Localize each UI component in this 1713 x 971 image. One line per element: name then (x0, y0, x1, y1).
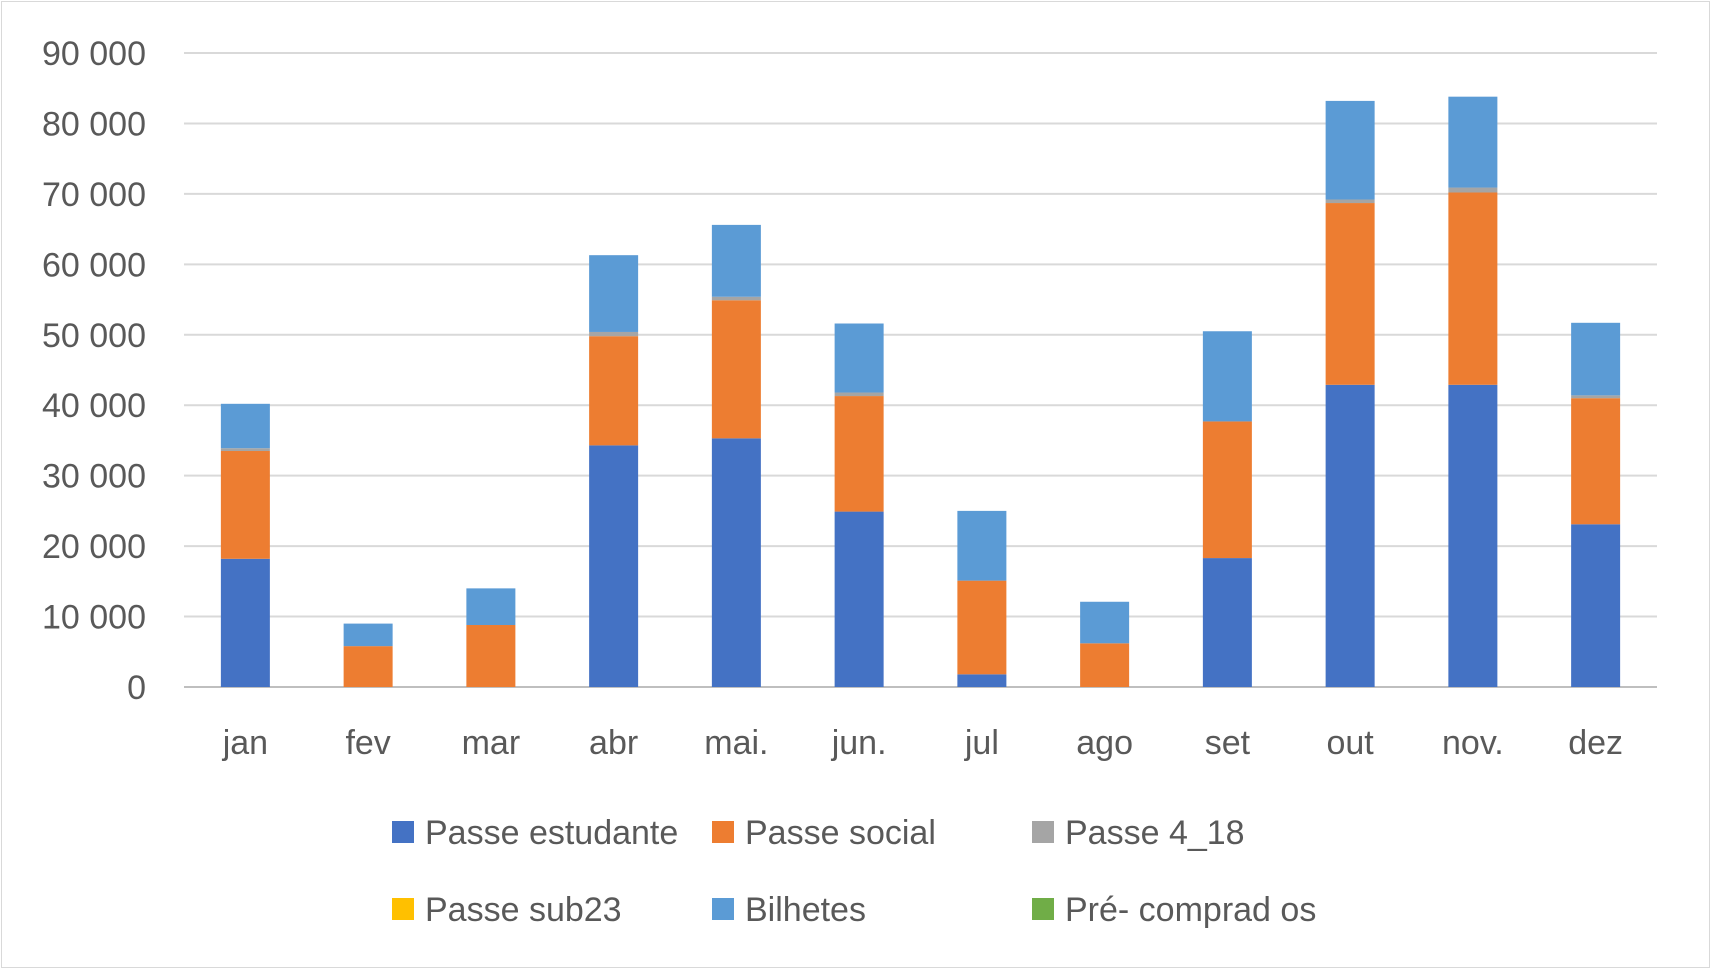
bar-segment (711, 296, 761, 301)
y-tick-label: 60 000 (42, 246, 146, 284)
bar-segment (1325, 100, 1375, 200)
bar-segment (1325, 199, 1375, 204)
bar-segment (466, 588, 516, 626)
legend-label: Pré- comprad os (1065, 891, 1316, 929)
bar-segment (1571, 398, 1621, 525)
bar-segment (1448, 192, 1498, 385)
legend-swatch (392, 898, 414, 920)
bar-segment (1448, 187, 1498, 193)
y-tick-label: 50 000 (42, 317, 146, 355)
x-tick-label: fev (345, 724, 390, 762)
legend-item: Passe 4_18 (1032, 814, 1245, 852)
legend-label: Passe estudante (425, 814, 678, 852)
bar-segment (220, 448, 270, 452)
bar-segment (1202, 558, 1252, 687)
y-axis: 0 10 000 20 000 30 000 40 000 50 000 60 000 70 … (42, 35, 146, 707)
bar-segment (220, 558, 270, 687)
x-tick-label: mai. (704, 724, 768, 762)
bar-segment (957, 674, 1007, 687)
bar-segment (1325, 384, 1375, 687)
y-tick-label: 20 000 (42, 528, 146, 566)
gridlines (184, 52, 1657, 688)
x-tick-label: mar (462, 724, 521, 762)
legend-item: Passe social (712, 814, 936, 852)
bar-segment (1325, 203, 1375, 385)
x-axis: jan fev mar abr mai. jun. jul ago set out nov. dez (222, 724, 1623, 762)
y-tick-label: 10 000 (42, 599, 146, 637)
bar-segment (1571, 524, 1621, 687)
bar-segment (1080, 643, 1130, 687)
legend-swatch (712, 898, 734, 920)
legend-swatch (392, 821, 414, 843)
bar-segment (343, 623, 393, 647)
bar-segment (1202, 331, 1252, 422)
legend-label: Passe sub23 (425, 891, 622, 929)
legend-item: Passe sub23 (392, 891, 622, 929)
bar-segment (957, 580, 1007, 675)
bar-segment (589, 336, 639, 446)
bar-segment (711, 438, 761, 687)
bar-segment (1448, 384, 1498, 687)
x-tick-label: nov. (1442, 724, 1504, 762)
x-tick-label: ago (1076, 724, 1133, 762)
bar-segment (834, 323, 884, 393)
bar-segment (1202, 421, 1252, 559)
bar-segment (343, 646, 393, 687)
legend-item: Pré- comprad os (1032, 891, 1316, 929)
x-tick-label: abr (589, 724, 638, 762)
bar-segment (1571, 395, 1621, 399)
bar-segment (834, 511, 884, 687)
x-tick-label: jun. (831, 724, 887, 762)
y-tick-label: 70 000 (42, 176, 146, 214)
y-tick-label: 90 000 (42, 35, 146, 73)
y-tick-label: 80 000 (42, 105, 146, 143)
bar-segment (466, 625, 516, 687)
bar-segment (589, 255, 639, 332)
bar-segment (957, 510, 1007, 581)
legend-swatch (1032, 821, 1054, 843)
legend-label: Passe social (745, 814, 936, 852)
bar-segment (589, 445, 639, 687)
bar-segment (589, 331, 639, 337)
y-tick-label: 30 000 (42, 458, 146, 496)
x-tick-label: out (1326, 724, 1374, 762)
x-tick-label: set (1205, 724, 1251, 762)
x-tick-label: jul (964, 724, 999, 762)
bar-segment (220, 403, 270, 449)
bar-segment (834, 396, 884, 512)
legend-item: Bilhetes (712, 891, 866, 929)
legend-swatch (1032, 898, 1054, 920)
bar-segment (711, 224, 761, 297)
legend-label: Bilhetes (745, 891, 866, 929)
legend-item: Passe estudante (392, 814, 678, 852)
y-tick-label: 40 000 (42, 387, 146, 425)
bar-segment (1571, 322, 1621, 396)
y-tick-label: 0 (127, 669, 146, 707)
bar-segment (711, 300, 761, 439)
legend-swatch (712, 821, 734, 843)
x-tick-label: jan (222, 724, 268, 762)
bars (220, 96, 1621, 687)
bar-segment (1080, 601, 1130, 644)
bar-segment (834, 392, 884, 397)
bar-segment (220, 451, 270, 559)
legend: Passe estudante Passe social Passe 4_18 Pas… (392, 814, 1316, 929)
bar-segment (1448, 96, 1498, 188)
x-tick-label: dez (1568, 724, 1623, 762)
legend-label: Passe 4_18 (1065, 814, 1245, 852)
